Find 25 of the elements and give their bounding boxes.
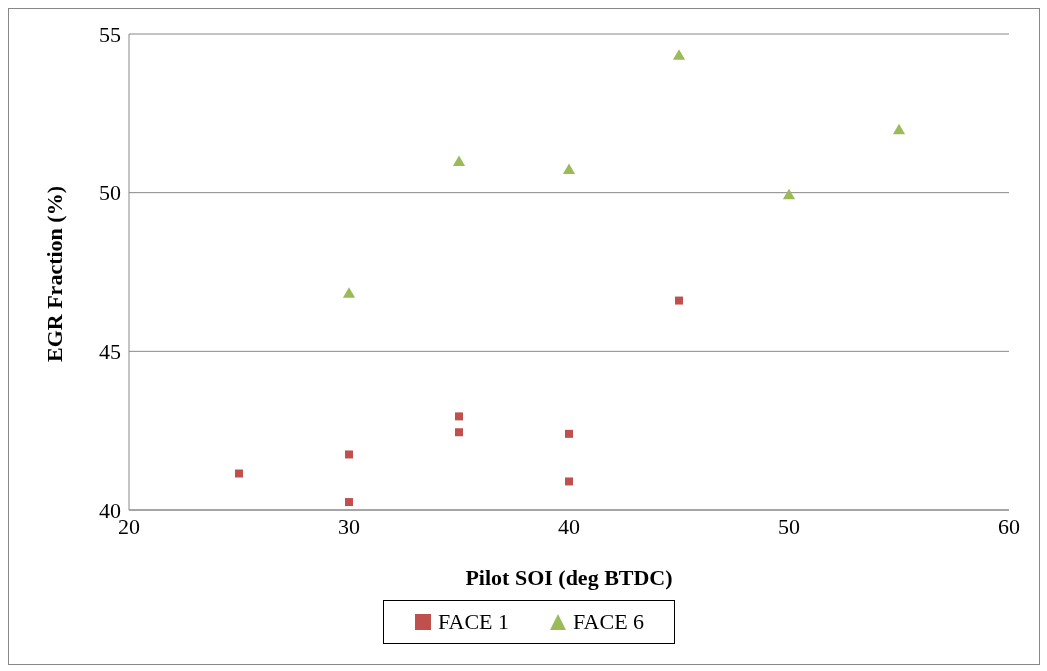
- point: [565, 429, 573, 438]
- legend-label: FACE 1: [436, 609, 509, 635]
- point: [562, 163, 576, 174]
- x-tick-label: 60: [998, 513, 1020, 539]
- legend-label: FACE 6: [572, 609, 645, 635]
- point: [892, 123, 906, 135]
- y-tick-label: 55: [99, 21, 121, 47]
- point: [345, 450, 353, 459]
- point: [235, 469, 243, 478]
- x-axis-title: Pilot SOI (deg BTDC): [465, 565, 673, 590]
- point: [782, 188, 796, 200]
- point: [342, 287, 356, 298]
- point: [675, 296, 683, 305]
- y-tick-label: 50: [99, 180, 121, 206]
- point: [455, 412, 463, 421]
- x-tick-label: 30: [338, 513, 360, 539]
- y-axis-title: EGR Fraction (%): [41, 186, 67, 362]
- x-tick-label: 40: [558, 513, 580, 539]
- point: [455, 428, 463, 437]
- point: [452, 155, 466, 167]
- point: [672, 49, 686, 60]
- point: [565, 477, 573, 486]
- x-tick-label: 50: [778, 513, 800, 539]
- y-tick-label: 45: [99, 339, 121, 365]
- point: [345, 498, 353, 507]
